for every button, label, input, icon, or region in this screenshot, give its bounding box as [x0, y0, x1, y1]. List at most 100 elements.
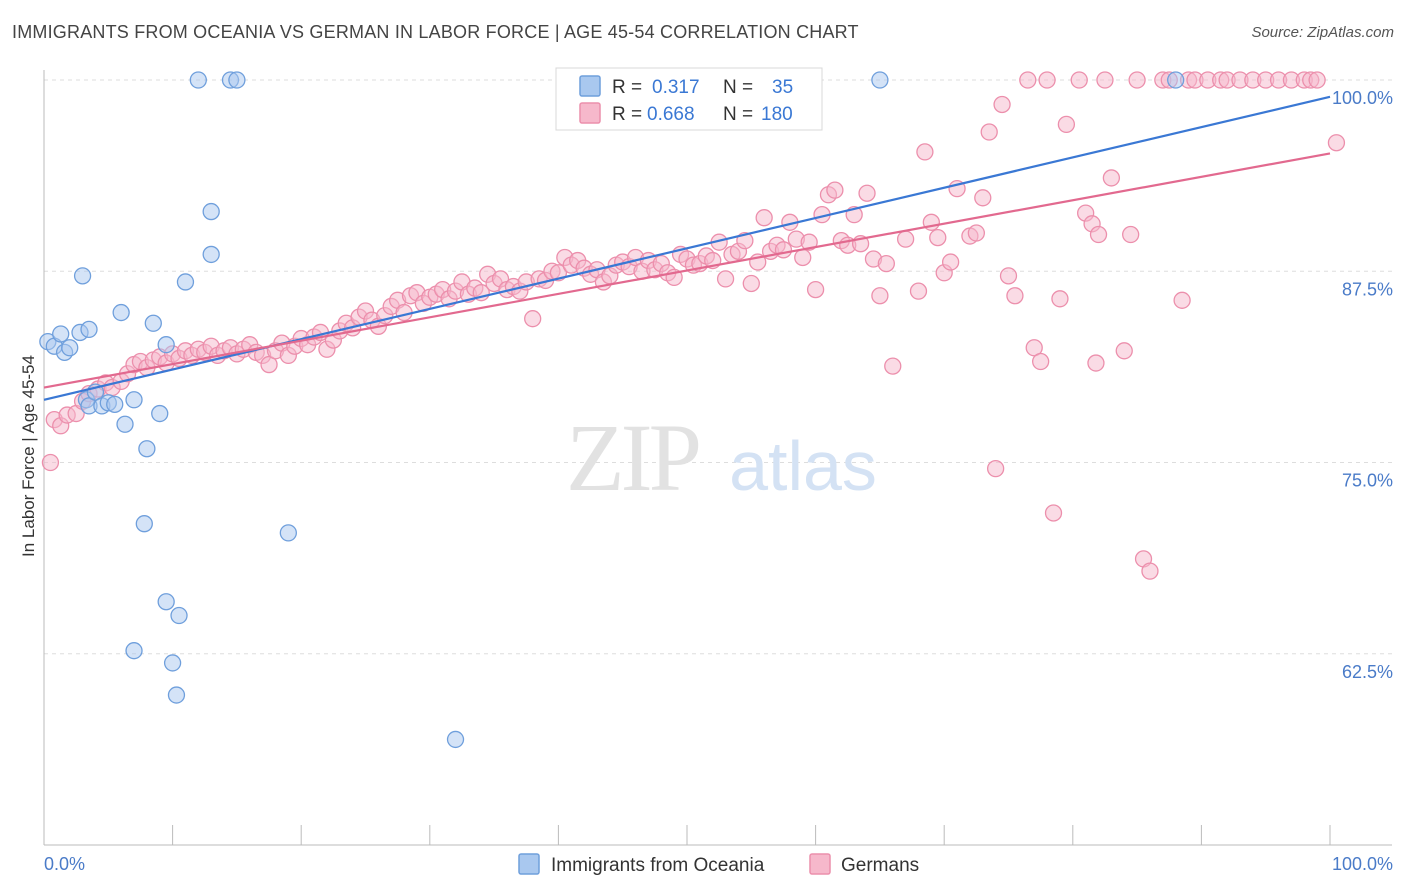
- oceania-point-9: [80, 320, 98, 339]
- y-tick-label-3: 62.5%: [1342, 662, 1393, 682]
- oceania-point-24: [170, 606, 188, 625]
- legend-swatch-oceania: [579, 75, 601, 97]
- germans-point-0: [41, 453, 60, 472]
- germans-point-146: [1006, 287, 1024, 305]
- germans-point-168: [1173, 291, 1191, 309]
- oceania-point-26: [125, 642, 143, 660]
- germans-point-121: [826, 181, 844, 199]
- germans-point-116: [794, 248, 812, 267]
- oceania-point-16: [125, 391, 143, 409]
- germans-point-126: [858, 184, 876, 202]
- oceania-point-15: [116, 415, 134, 433]
- germans-point-154: [1070, 71, 1088, 89]
- trend-line-germans: [43, 152, 1331, 389]
- y-tick-label-0: 100.0%: [1332, 88, 1393, 108]
- germans-point-132: [909, 282, 928, 300]
- oceania-point-14: [112, 303, 130, 322]
- germans-point-130: [884, 357, 902, 375]
- germans-point-133: [916, 143, 934, 161]
- grid: [44, 79, 1392, 655]
- germans-point-157: [1087, 354, 1105, 372]
- germans-point-159: [1096, 71, 1114, 89]
- watermark-atlas: atlas: [729, 427, 877, 505]
- oceania-point-34: [446, 730, 465, 749]
- germans-point-144: [993, 95, 1011, 114]
- legend-series-swatch-oceania: [518, 853, 540, 875]
- germans-point-149: [1032, 352, 1050, 371]
- x-tick-labels: 0.0% 100.0%: [44, 854, 1393, 874]
- legend-n-label-1: N =: [723, 77, 753, 98]
- germans-point-147: [1019, 71, 1037, 89]
- oceania-point-32: [228, 71, 246, 89]
- legend-r-label-1: R =: [612, 77, 642, 98]
- legend-n-value-2: 180: [761, 104, 793, 125]
- legend-n-value-1: 35: [772, 77, 793, 98]
- legend-n-label-2: N =: [723, 104, 753, 125]
- watermark-zip: ZIP: [566, 404, 699, 511]
- legend-r-value-1: 0.317: [652, 77, 700, 98]
- germans-point-162: [1122, 225, 1140, 244]
- oceania-point-27: [176, 273, 195, 291]
- legend-series-label-oceania: Immigrants from Oceania: [551, 855, 765, 876]
- oceania-point-21: [135, 515, 153, 533]
- trend-line-oceania: [43, 95, 1331, 401]
- oceania-point-28: [189, 71, 207, 89]
- axes: [43, 70, 1392, 846]
- oceania-point-19: [151, 404, 169, 423]
- germans-point-140: [967, 224, 985, 242]
- oceania-point-17: [138, 440, 156, 458]
- chart-title: IMMIGRANTS FROM OCEANIA VS GERMAN IN LAB…: [12, 22, 859, 42]
- oceania-point-13: [106, 395, 124, 414]
- germans-point-131: [896, 230, 915, 248]
- legend-series-swatch-germans: [809, 853, 831, 875]
- oceania-point-20: [157, 336, 175, 354]
- germans-point-143: [986, 459, 1005, 478]
- germans-point-150: [1038, 71, 1056, 89]
- oceania-point-18: [144, 314, 162, 332]
- oceania-point-25: [167, 686, 186, 704]
- germans-point-118: [806, 280, 825, 299]
- germans-point-137: [941, 253, 960, 271]
- oceania-point-23: [163, 654, 182, 672]
- germans-point-129: [877, 254, 895, 273]
- oceania-point-22: [157, 593, 175, 611]
- germans-point-128: [871, 287, 889, 305]
- y-axis-label: In Labor Force | Age 45-54: [19, 355, 38, 557]
- germans-point-145: [999, 267, 1018, 285]
- y-tick-label-2: 75.0%: [1342, 471, 1393, 491]
- source-label: Source: ZipAtlas.com: [1251, 24, 1394, 41]
- germans-point-142: [980, 123, 998, 141]
- oceania-point-30: [202, 245, 220, 264]
- germans-point-160: [1102, 169, 1121, 187]
- germans-point-135: [929, 228, 947, 247]
- x-tick-label-right: 100.0%: [1332, 854, 1393, 874]
- germans-point-153: [1057, 115, 1076, 134]
- legend-series-label-germans: Germans: [841, 855, 919, 876]
- y-tick-labels: 100.0% 87.5% 75.0% 62.5%: [1332, 88, 1393, 682]
- trend-lines: [43, 95, 1331, 401]
- x-tick-label-left: 0.0%: [44, 854, 85, 874]
- watermark: ZIP atlas: [566, 404, 877, 511]
- germans-point-104: [716, 270, 735, 288]
- legend-stats: R = 0.317 N = 35 R = 0.668 N = 180: [555, 67, 823, 131]
- y-tick-label-1: 87.5%: [1342, 279, 1393, 299]
- legend-r-value-2: 0.668: [647, 104, 695, 125]
- oceania-point-29: [202, 202, 220, 221]
- germans-point-113: [774, 241, 793, 259]
- germans-point-110: [755, 209, 773, 227]
- germans-point-151: [1044, 504, 1063, 522]
- series-oceania: [39, 71, 1185, 749]
- oceania-point-35: [871, 71, 889, 89]
- legend-series: Immigrants from Oceania Germans: [518, 853, 919, 876]
- germans-point-152: [1051, 290, 1069, 308]
- oceania-point-5: [73, 267, 92, 285]
- legend-r-label-2: R =: [612, 104, 642, 125]
- germans-point-161: [1115, 342, 1133, 360]
- oceania-point-33: [279, 524, 297, 542]
- germans-point-182: [1327, 134, 1346, 152]
- oceania-point-36: [1167, 71, 1185, 89]
- legend-swatch-germans: [579, 102, 601, 124]
- germans-point-181: [1308, 71, 1326, 89]
- germans-point-108: [742, 274, 760, 293]
